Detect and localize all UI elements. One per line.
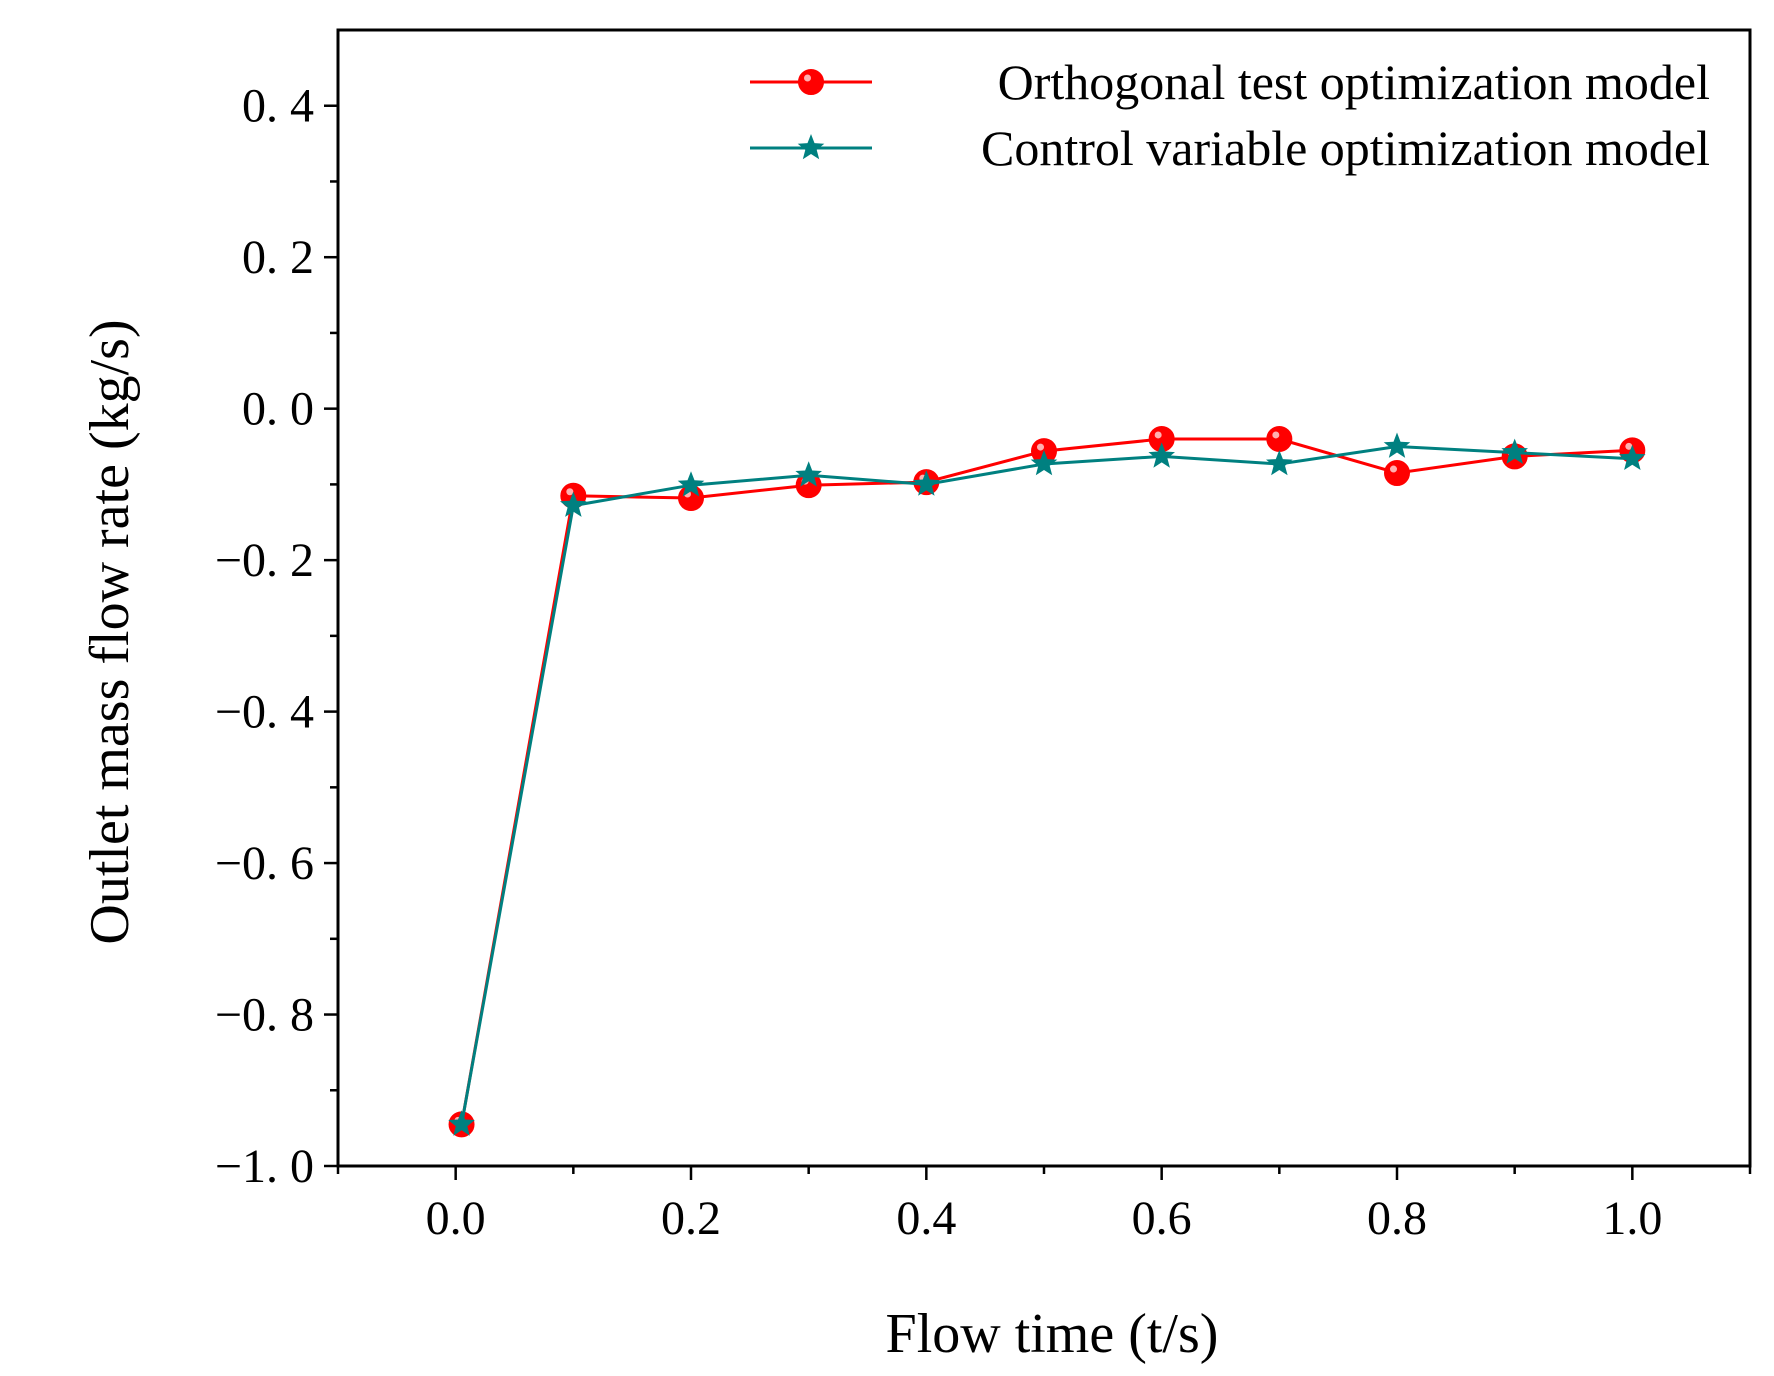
series-1-point-highlight (1154, 431, 1162, 439)
y-tick-label: 0. 2 (242, 231, 314, 284)
axes-layer: −1. 0 −0. 8 −0. 6 −0. 4 −0. 2 0. 0 0. 2 0. 4 0.0… (215, 28, 1752, 1245)
series-1-point (1266, 425, 1293, 452)
y-axis-label: Outlet mass flow rate (kg/s) (79, 319, 141, 944)
series-2-point (1619, 444, 1646, 470)
series-2 (448, 432, 1646, 1136)
x-tick-label: 0.8 (1367, 1192, 1427, 1245)
series-1-point-highlight (566, 488, 574, 496)
series-2-point (560, 491, 587, 517)
legend-marker-highlight (804, 74, 811, 82)
series-1 (448, 425, 1646, 1138)
series-2-point (913, 470, 940, 496)
series-layer (448, 425, 1646, 1138)
series-2-line (460, 444, 1633, 1125)
series-2-point (677, 471, 705, 497)
series-1-point-highlight (1625, 442, 1633, 450)
series-2-point (1030, 450, 1058, 476)
series-1-point-highlight (1390, 465, 1397, 473)
y-tick-label: −0. 4 (215, 686, 314, 739)
y-tick-label: 0. 4 (242, 80, 314, 133)
series-1-point (1384, 460, 1410, 487)
x-tick-label: 0.2 (661, 1192, 721, 1245)
series-2-point (1266, 450, 1293, 476)
legend-label: Control variable optimization model (981, 120, 1710, 176)
series-2-point (1148, 442, 1175, 468)
legend-marker (797, 134, 825, 160)
x-tick-label: 0.6 (1132, 1192, 1192, 1245)
series-2-point (1501, 438, 1528, 464)
y-tick-label: −0. 6 (215, 837, 314, 890)
y-tick-label: −1. 0 (215, 1140, 314, 1193)
legend-item-2: Control variable optimization model (750, 120, 1710, 176)
series-1-point-highlight (1272, 431, 1280, 439)
series-1-line (460, 437, 1633, 1125)
series-2-point (1383, 432, 1411, 458)
legend-item-1: Orthogonal test optimization model (750, 54, 1710, 110)
x-axis-label: Flow time (t/s) (886, 1303, 1219, 1365)
y-tick-label: −0. 2 (215, 534, 314, 587)
y-tick-label: 0. 0 (242, 383, 314, 436)
x-tick-label: 0.4 (896, 1192, 956, 1245)
legend-marker (798, 69, 824, 95)
series-2-point (795, 461, 822, 487)
y-tick-label: −0. 8 (215, 989, 314, 1042)
legend: Orthogonal test optimization model Contro… (750, 54, 1710, 176)
series-2-point (448, 1110, 475, 1136)
series-1-point-highlight (1037, 443, 1044, 451)
plot-frame (336, 28, 1752, 1168)
x-tick-label: 1.0 (1602, 1192, 1662, 1245)
x-tick-label: 0.0 (426, 1192, 486, 1245)
legend-label: Orthogonal test optimization model (998, 54, 1710, 110)
